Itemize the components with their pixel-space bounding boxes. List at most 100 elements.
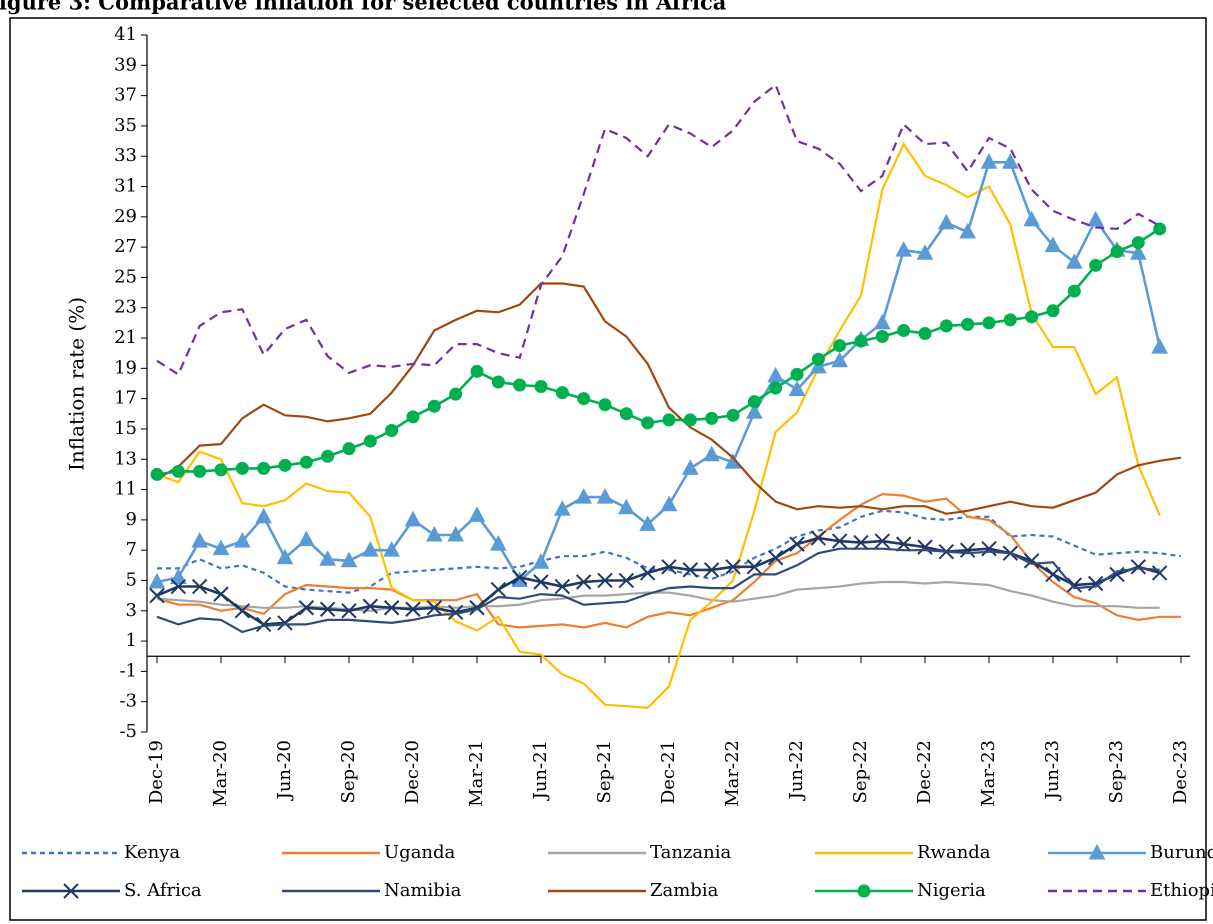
- y-tick-label: 3: [126, 600, 137, 621]
- data-point: [681, 459, 699, 475]
- data-point: [789, 536, 805, 552]
- x-tick-label: Dec-22: [914, 740, 935, 804]
- data-point: [725, 559, 741, 575]
- y-tick-label: -5: [119, 721, 137, 742]
- legend-label: Uganda: [384, 842, 456, 863]
- data-point: [1023, 210, 1041, 227]
- data-point: [299, 455, 313, 469]
- data-point: [767, 550, 784, 566]
- data-point: [255, 507, 273, 524]
- data-point: [171, 464, 185, 478]
- y-tick-label: 23: [114, 297, 137, 318]
- data-point: [489, 535, 507, 551]
- data-point: [148, 572, 166, 589]
- data-point: [897, 323, 911, 337]
- series-line: [156, 282, 1182, 515]
- data-point: [577, 392, 591, 406]
- data-point: [490, 581, 507, 598]
- data-point: [213, 586, 229, 602]
- data-point: [639, 515, 657, 531]
- data-point: [1045, 566, 1061, 583]
- data-point: [980, 153, 998, 169]
- x-tick-label: Sep-23: [1106, 740, 1127, 804]
- data-point: [1003, 313, 1017, 327]
- y-tick-label: 37: [114, 85, 137, 106]
- data-point: [853, 534, 869, 551]
- data-point: [703, 445, 721, 462]
- y-tick-label: 31: [114, 176, 137, 197]
- data-point: [191, 578, 208, 595]
- data-point: [639, 565, 656, 581]
- data-point: [297, 530, 315, 547]
- data-point: [193, 464, 207, 478]
- data-point: [513, 378, 527, 392]
- data-point: [278, 458, 292, 472]
- data-point: [404, 510, 422, 527]
- series-line: [157, 509, 1182, 594]
- data-point: [1087, 210, 1105, 227]
- data-point: [234, 603, 251, 619]
- data-point: [447, 525, 465, 542]
- data-point: [809, 357, 827, 374]
- data-point: [321, 449, 335, 463]
- data-point: [235, 461, 249, 475]
- data-point: [319, 550, 337, 566]
- series-line: [156, 161, 1161, 584]
- data-point: [191, 532, 209, 548]
- y-tick-label: 15: [114, 418, 137, 439]
- data-point: [362, 598, 379, 614]
- data-point: [170, 578, 187, 595]
- data-point: [427, 399, 441, 413]
- data-point: [575, 574, 592, 590]
- y-tick-label: 1: [126, 630, 137, 651]
- data-point: [383, 600, 400, 616]
- legend-label: Rwanda: [917, 842, 991, 863]
- data-point: [1065, 253, 1083, 269]
- data-point: [447, 604, 464, 621]
- data-point: [150, 467, 164, 481]
- y-tick-label: 33: [114, 145, 137, 166]
- data-point: [1023, 553, 1040, 569]
- x-tick-label: Jun-20: [274, 740, 295, 801]
- data-point: [939, 319, 953, 333]
- y-axis-label: Inflation rate (%): [65, 297, 89, 471]
- data-point: [1089, 258, 1103, 272]
- data-point: [873, 313, 891, 330]
- data-point: [959, 542, 976, 558]
- data-point: [233, 532, 251, 548]
- data-point: [660, 495, 678, 512]
- data-point: [705, 411, 719, 425]
- data-point: [597, 572, 613, 589]
- data-point: [961, 317, 975, 331]
- data-point: [874, 533, 891, 549]
- data-point: [810, 530, 827, 546]
- data-point: [982, 316, 996, 330]
- y-tick-label: -1: [119, 660, 137, 681]
- data-point: [212, 539, 230, 556]
- data-point: [405, 601, 421, 617]
- data-point: [1131, 236, 1145, 250]
- data-point: [555, 386, 569, 400]
- data-point: [255, 616, 272, 633]
- y-tick-label: 7: [126, 539, 137, 560]
- data-point: [918, 326, 932, 340]
- data-point: [959, 222, 977, 239]
- data-point: [470, 364, 484, 378]
- data-point: [575, 488, 593, 504]
- chart-title: Figure 3: Comparative inflation for sele…: [0, 0, 727, 15]
- data-point: [790, 367, 804, 381]
- y-tick-label: 19: [114, 357, 137, 378]
- y-tick-label: 29: [114, 206, 137, 227]
- data-point: [618, 572, 635, 589]
- data-point: [468, 506, 486, 522]
- data-point: [1153, 222, 1167, 236]
- data-point: [169, 568, 187, 584]
- data-point: [532, 553, 550, 569]
- data-point: [257, 461, 271, 475]
- data-point: [342, 442, 356, 456]
- data-point: [661, 559, 677, 575]
- data-point: [598, 398, 612, 412]
- legend-marker: [1088, 843, 1106, 860]
- data-point: [641, 416, 655, 430]
- data-point: [682, 562, 699, 578]
